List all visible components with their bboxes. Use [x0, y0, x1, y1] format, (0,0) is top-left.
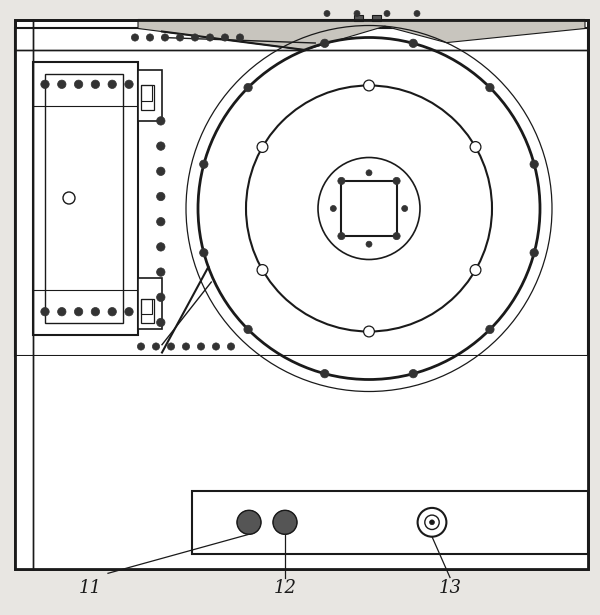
Circle shape — [197, 343, 205, 350]
Circle shape — [167, 343, 175, 350]
Circle shape — [393, 177, 400, 184]
Circle shape — [157, 243, 165, 251]
Circle shape — [393, 232, 400, 240]
Circle shape — [221, 34, 229, 41]
Circle shape — [131, 34, 139, 41]
Circle shape — [324, 10, 330, 17]
Text: 11: 11 — [79, 579, 101, 597]
Circle shape — [41, 80, 49, 89]
Circle shape — [366, 170, 372, 176]
Bar — [141, 298, 154, 322]
Circle shape — [206, 34, 214, 41]
Circle shape — [364, 80, 374, 91]
Circle shape — [41, 308, 49, 316]
Circle shape — [414, 10, 420, 17]
Circle shape — [364, 326, 374, 337]
Circle shape — [470, 141, 481, 153]
Circle shape — [227, 343, 235, 350]
Bar — [33, 62, 138, 335]
Circle shape — [157, 268, 165, 276]
Circle shape — [366, 241, 372, 247]
Bar — [138, 277, 162, 328]
Circle shape — [157, 319, 165, 327]
Bar — [141, 85, 152, 100]
Bar — [15, 355, 588, 568]
Circle shape — [320, 39, 329, 47]
Circle shape — [409, 370, 418, 378]
Circle shape — [244, 84, 252, 92]
Circle shape — [152, 343, 160, 350]
Circle shape — [74, 308, 83, 316]
Circle shape — [157, 293, 165, 301]
Circle shape — [338, 232, 345, 240]
Circle shape — [273, 510, 297, 534]
Circle shape — [430, 520, 434, 525]
Circle shape — [74, 80, 83, 89]
Circle shape — [125, 308, 133, 316]
Circle shape — [212, 343, 220, 350]
Bar — [141, 85, 154, 109]
Circle shape — [58, 308, 66, 316]
Circle shape — [157, 167, 165, 175]
Circle shape — [157, 142, 165, 150]
Bar — [15, 28, 588, 355]
Circle shape — [237, 510, 261, 534]
Bar — [45, 74, 123, 322]
Circle shape — [530, 160, 538, 169]
Circle shape — [409, 39, 418, 47]
Text: 12: 12 — [274, 579, 296, 597]
Circle shape — [146, 34, 154, 41]
Circle shape — [200, 160, 208, 169]
Circle shape — [108, 80, 116, 89]
Bar — [141, 298, 152, 314]
Circle shape — [137, 343, 145, 350]
Circle shape — [200, 248, 208, 257]
Circle shape — [320, 370, 329, 378]
Circle shape — [244, 325, 252, 333]
Circle shape — [486, 84, 494, 92]
Circle shape — [182, 343, 190, 350]
Circle shape — [157, 218, 165, 226]
Circle shape — [108, 308, 116, 316]
Circle shape — [402, 205, 408, 212]
Circle shape — [161, 34, 169, 41]
Circle shape — [125, 80, 133, 89]
Text: 13: 13 — [439, 579, 461, 597]
Circle shape — [257, 264, 268, 276]
Circle shape — [157, 192, 165, 200]
Circle shape — [338, 177, 345, 184]
Polygon shape — [138, 20, 585, 50]
Bar — [354, 15, 363, 22]
Bar — [372, 15, 381, 22]
Circle shape — [58, 80, 66, 89]
Circle shape — [157, 117, 165, 125]
Circle shape — [91, 80, 100, 89]
Circle shape — [470, 264, 481, 276]
Circle shape — [176, 34, 184, 41]
Circle shape — [63, 192, 75, 204]
Circle shape — [530, 248, 538, 257]
Circle shape — [191, 34, 199, 41]
Circle shape — [91, 308, 100, 316]
Circle shape — [384, 10, 390, 17]
Circle shape — [236, 34, 244, 41]
Circle shape — [354, 10, 360, 17]
Bar — [138, 71, 162, 122]
Circle shape — [257, 141, 268, 153]
Circle shape — [330, 205, 337, 212]
Bar — [192, 491, 588, 554]
Circle shape — [486, 325, 494, 333]
